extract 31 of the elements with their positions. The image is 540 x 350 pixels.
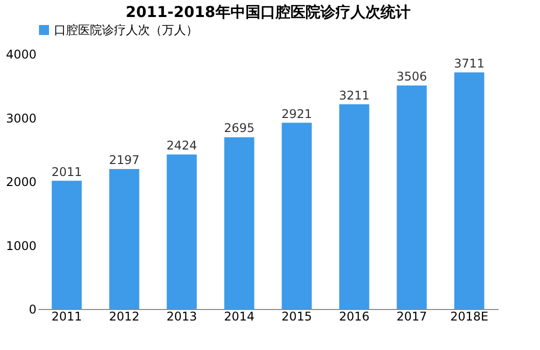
bar: [109, 168, 140, 309]
legend-label: 口腔医院诊疗人次（万人）: [54, 23, 198, 37]
x-tick-label: 2017: [396, 310, 428, 324]
y-tick-label: 1000: [6, 238, 36, 253]
bar: [224, 137, 254, 309]
data-label: 3711: [454, 56, 485, 70]
x-tick-label: 2014: [224, 310, 255, 324]
bar: [339, 104, 370, 309]
y-tick-label: 0: [28, 302, 36, 316]
bar: [396, 85, 427, 309]
bar: [454, 72, 484, 309]
data-label: 2424: [166, 138, 198, 152]
x-tick-label: 2013: [166, 310, 198, 324]
chart-title: 2011-2018年中国口腔医院诊疗人次统计: [126, 3, 410, 21]
y-tick-label: 4000: [6, 48, 36, 62]
bar: [282, 122, 312, 309]
x-tick-label: 2012: [108, 310, 140, 324]
x-tick-label: 2016: [338, 310, 370, 324]
data-label: 2921: [281, 106, 312, 121]
x-tick-label: 2018E: [450, 310, 488, 324]
y-tick-label: 2000: [6, 175, 36, 189]
bar: [166, 154, 197, 309]
data-label: 3506: [396, 69, 428, 84]
y-tick-label: 3000: [6, 111, 36, 126]
data-label: 3211: [338, 88, 370, 102]
data-label: 2695: [224, 121, 255, 136]
x-tick-label: 2011: [51, 310, 82, 324]
bar: [52, 180, 82, 309]
data-label: 2197: [108, 152, 140, 167]
x-tick-label: 2015: [281, 310, 312, 324]
data-label: 2011: [51, 164, 82, 179]
